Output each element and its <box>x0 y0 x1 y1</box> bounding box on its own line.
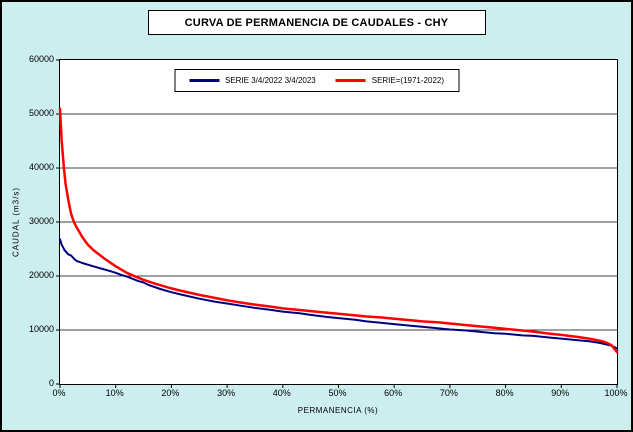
x-tick-label: 100% <box>604 388 628 398</box>
y-tick-label: 50000 <box>28 108 54 118</box>
x-axis-title: PERMANENCIA (%) <box>297 406 379 415</box>
x-tick-label: 20% <box>161 388 180 398</box>
y-tick-label: 30000 <box>28 216 54 226</box>
y-tick-label: 40000 <box>28 162 54 172</box>
legend-line-swatch-red <box>335 79 366 82</box>
y-tick-label: 60000 <box>28 54 54 64</box>
chart-title: CURVA DE PERMANENCIA DE CAUDALES - CHY <box>184 16 449 29</box>
legend-label-serie-2022-2023: SERIE 3/4/2022 3/4/2023 <box>225 76 316 85</box>
legend-item-serie-2022-2023: SERIE 3/4/2022 3/4/2023 <box>189 76 316 85</box>
x-tick-label: 70% <box>439 388 458 398</box>
x-tick-label: 90% <box>551 388 570 398</box>
chart-title-box: CURVA DE PERMANENCIA DE CAUDALES - CHY <box>147 10 486 35</box>
y-tick-label: 10000 <box>28 324 54 334</box>
legend-line-swatch-navy <box>189 79 219 82</box>
plot-area <box>56 59 619 388</box>
x-tick-label: 40% <box>272 388 291 398</box>
x-tick-label: 50% <box>328 388 347 398</box>
y-tick-label: 20000 <box>28 270 54 280</box>
x-tick-label: 60% <box>384 388 403 398</box>
legend-label-serie-1971-2022: SERIE=(1971-2022) <box>371 76 444 85</box>
x-tick-label: 30% <box>217 388 236 398</box>
x-tick-label: 0% <box>52 388 66 398</box>
legend-item-serie-1971-2022: SERIE=(1971-2022) <box>335 76 444 85</box>
y-tick-label: 0 <box>48 378 54 388</box>
x-tick-label: 80% <box>495 388 514 398</box>
legend: SERIE 3/4/2022 3/4/2023 SERIE=(1971-2022… <box>174 69 459 92</box>
y-axis-title: CAUDAL (m3/s) <box>11 186 21 258</box>
x-tick-label: 10% <box>105 388 124 398</box>
